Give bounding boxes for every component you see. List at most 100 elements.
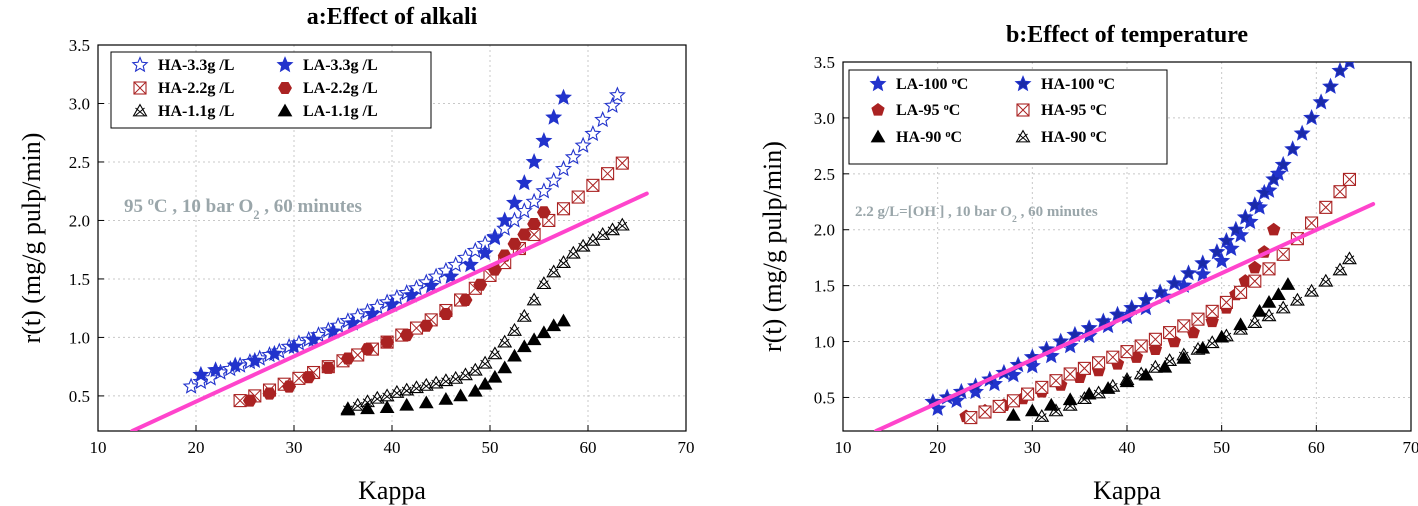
- data-point: [545, 108, 563, 125]
- legend-marker: [870, 129, 886, 143]
- data-point: [442, 267, 460, 284]
- data-point: [360, 401, 375, 415]
- data-point: [964, 411, 978, 425]
- data-point: [340, 352, 355, 365]
- data-point: [517, 228, 532, 241]
- data-point: [1204, 335, 1220, 349]
- legend-marker: [871, 103, 885, 116]
- legend-marker: [278, 81, 292, 95]
- data-point: [1248, 260, 1262, 274]
- legend-item: LA-1.1g /L: [277, 103, 378, 120]
- data-point: [265, 344, 283, 362]
- data-point: [1035, 380, 1049, 394]
- data-point: [1275, 300, 1291, 314]
- data-point: [1120, 345, 1134, 359]
- data-point: [1303, 108, 1321, 126]
- series-la-3-3g-l-1: [192, 88, 572, 383]
- data-point: [438, 373, 454, 387]
- data-point: [1227, 220, 1245, 237]
- data-point: [1021, 387, 1035, 401]
- chart-title: b:Effect of temperature: [1006, 22, 1248, 48]
- data-point: [380, 336, 395, 349]
- data-point: [1293, 124, 1311, 141]
- data-point: [207, 361, 225, 378]
- data-point: [1248, 274, 1262, 288]
- data-point: [1344, 62, 1355, 70]
- x-tick-label: 30: [1024, 438, 1041, 457]
- chart-panel-b: 10 20 30 40 50 60 70 0.5 1.0 1.5 2.0 2.5 3.0 3.5 b:Eff…: [758, 22, 1418, 505]
- data-point: [1218, 328, 1234, 342]
- data-point: [556, 313, 571, 327]
- y-tick-label: 3.5: [69, 36, 90, 55]
- data-point: [555, 160, 572, 177]
- data-point: [1262, 262, 1276, 276]
- legend-label: LA-2.2g /L: [303, 80, 378, 97]
- data-point: [556, 202, 571, 216]
- data-point: [525, 153, 543, 170]
- data-point: [1105, 378, 1121, 392]
- data-point: [594, 110, 612, 128]
- data-point: [595, 227, 611, 240]
- data-point: [427, 267, 445, 284]
- axis-ticks: 10 20 30 40 50 60 70 0.5 1.0 1.5 2.0 2.5 3.0 3.5: [814, 53, 1418, 457]
- legend-item: HA-100 oC: [1014, 75, 1115, 93]
- data-point: [1076, 391, 1092, 405]
- x-tick-label: 70: [1403, 438, 1418, 457]
- y-tick-label: 2.5: [814, 165, 835, 184]
- data-point: [409, 380, 424, 394]
- legend-label: LA-95 oC: [896, 102, 960, 120]
- data-point: [1063, 367, 1077, 381]
- data-point: [497, 360, 513, 374]
- data-point: [486, 229, 504, 246]
- data-point: [1342, 251, 1357, 265]
- grid-lines: [98, 45, 686, 431]
- y-tick-label: 2.0: [814, 221, 835, 240]
- data-point: [428, 375, 444, 389]
- data-point: [1148, 342, 1163, 356]
- data-point: [525, 192, 543, 209]
- data-point: [1048, 403, 1064, 417]
- data-point: [1034, 408, 1050, 422]
- data-point: [379, 400, 395, 413]
- y-tick-label: 3.0: [814, 109, 835, 128]
- data-point: [487, 346, 503, 360]
- data-point: [1213, 252, 1231, 269]
- data-point: [1280, 277, 1296, 290]
- data-point: [182, 377, 200, 394]
- data-point: [285, 337, 303, 355]
- data-point: [403, 286, 421, 303]
- data-point: [1137, 291, 1155, 308]
- data-area: [874, 62, 1376, 431]
- data-point: [1252, 303, 1267, 317]
- data-point: [1342, 172, 1357, 186]
- data-point: [246, 351, 264, 369]
- data-point: [574, 136, 592, 153]
- data-point: [242, 394, 257, 407]
- conditions-annotation: 95 oC , 10 bar O2 , 60 minutes: [124, 194, 362, 222]
- data-point: [535, 182, 553, 199]
- y-tick-label: 3.0: [69, 94, 90, 113]
- trend-line: [130, 191, 649, 431]
- data-point: [536, 325, 552, 339]
- legend-label: HA-90 oC: [1041, 129, 1107, 147]
- y-tick-label: 1.5: [814, 277, 835, 296]
- data-point: [360, 343, 375, 356]
- legend-marker: [132, 103, 148, 117]
- data-point: [496, 211, 514, 228]
- data-point: [1049, 374, 1063, 388]
- data-point: [526, 292, 542, 306]
- data-point: [1157, 359, 1173, 373]
- legend-label: HA-2.2g /L: [158, 80, 234, 97]
- x-tick-label: 50: [482, 438, 499, 457]
- data-point: [1267, 222, 1281, 236]
- data-point: [1233, 317, 1248, 331]
- data-point: [487, 369, 503, 383]
- data-point: [1246, 196, 1264, 213]
- legend-marker: [276, 56, 294, 73]
- data-point: [226, 356, 244, 373]
- data-point: [506, 193, 523, 211]
- data-point: [1312, 93, 1330, 110]
- data-point: [458, 367, 473, 381]
- data-point: [461, 255, 479, 273]
